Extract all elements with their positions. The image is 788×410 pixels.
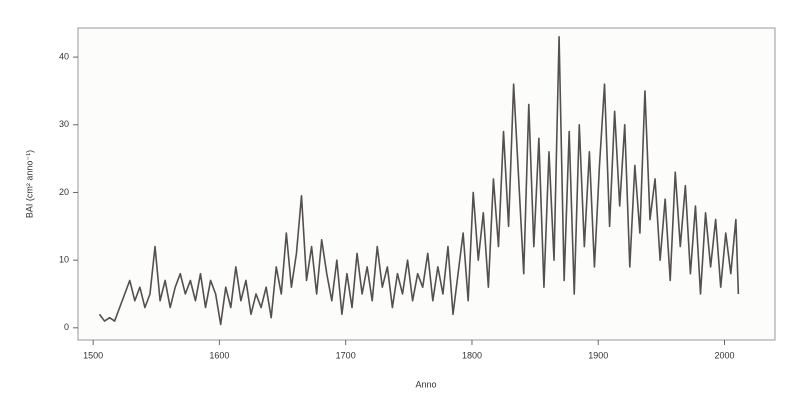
x-tick-label: 1700 bbox=[336, 350, 356, 360]
x-tick-label: 2000 bbox=[714, 350, 734, 360]
x-tick-label: 1900 bbox=[588, 350, 608, 360]
x-tick-label: 1600 bbox=[209, 350, 229, 360]
y-tick-label: 30 bbox=[59, 119, 69, 129]
y-tick-label: 20 bbox=[59, 187, 69, 197]
x-axis-label: Anno bbox=[415, 379, 436, 389]
y-tick-label: 0 bbox=[64, 322, 69, 332]
data-line bbox=[98, 35, 740, 326]
y-axis-label: BAI (cm² anno⁻¹) bbox=[24, 150, 34, 218]
x-tick-label: 1500 bbox=[83, 350, 103, 360]
y-tick-label: 40 bbox=[59, 51, 69, 61]
x-tick-label: 1800 bbox=[462, 350, 482, 360]
y-tick-label: 10 bbox=[59, 255, 69, 265]
plot-area bbox=[77, 27, 776, 341]
